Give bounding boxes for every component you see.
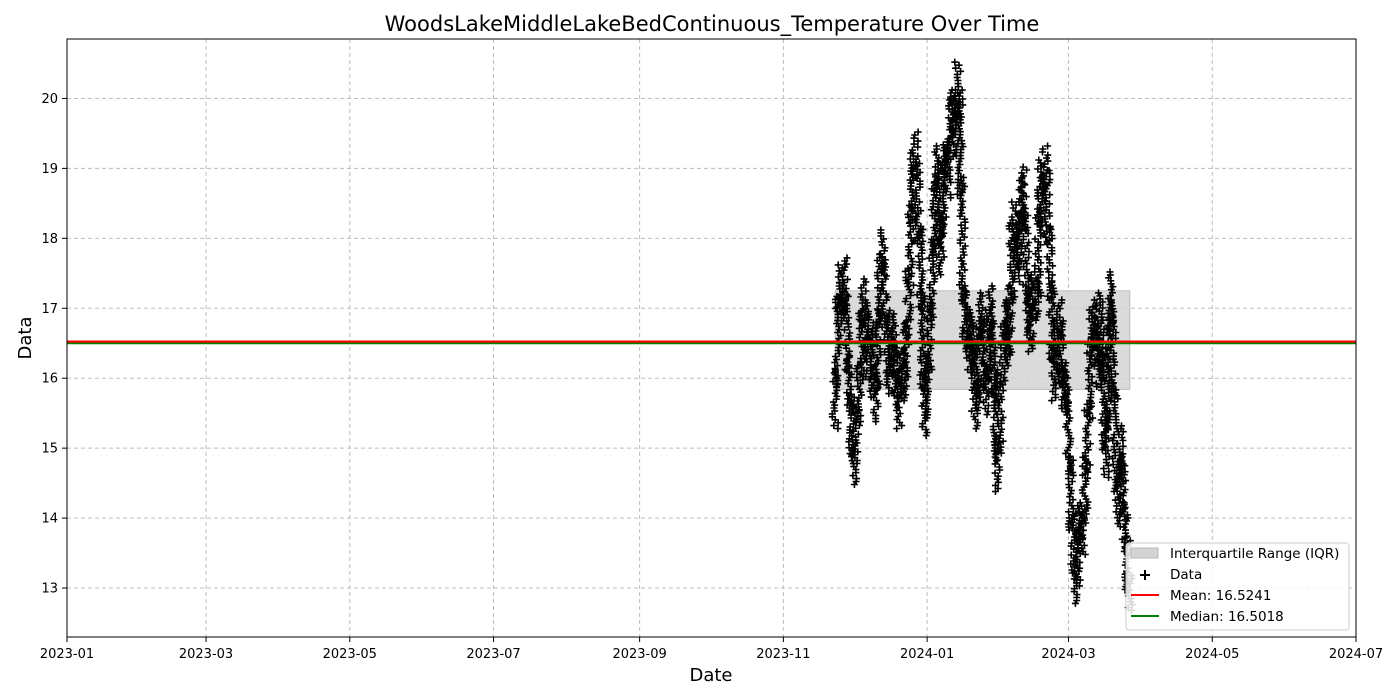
data-point [843,352,856,415]
x-axis: 2023-01 2023-03 2023-05 2023-07 2023-09 2023-… [40,637,1383,662]
legend-data-marker [1140,570,1150,580]
data-point [901,264,915,342]
data-point [925,236,939,324]
y-tick-label: 13 [41,582,58,597]
x-tick-label: 2024-01 [900,647,954,662]
x-tick-label: 2023-01 [40,647,94,662]
x-tick-label: 2023-09 [612,647,666,662]
data-point [1107,296,1120,405]
y-tick-label: 19 [41,162,58,177]
grid-lines [66,39,1357,637]
data-point [913,222,927,314]
data-point [1064,453,1077,534]
y-tick-label: 20 [41,92,58,107]
y-tick-label: 18 [41,232,58,247]
data-point [956,174,969,307]
legend-mean-label: Mean: 16.5241 [1170,588,1271,604]
legend-median-label: Median: 16.5018 [1170,609,1284,625]
y-tick-label: 17 [41,302,58,317]
x-tick-label: 2024-07 [1329,647,1383,662]
legend-box [1125,542,1350,631]
data-point [1017,163,1031,233]
data-point [1019,209,1033,307]
x-axis-label: Date [689,665,732,686]
data-point [942,139,955,202]
data-point [908,128,922,184]
y-tick-label: 16 [41,372,58,387]
data-point [987,317,1000,405]
y-tick-label: 14 [41,512,58,527]
x-tick-label: 2023-05 [323,647,377,662]
y-tick-label: 15 [41,442,58,457]
x-tick-label: 2024-05 [1185,647,1239,662]
data-point [921,352,933,422]
data-point [916,289,929,394]
data-point [911,160,925,247]
data-point [1053,296,1066,342]
legend-data-label: Data [1170,567,1202,583]
data-point [991,432,1004,495]
data-point [953,86,967,198]
data-point [1043,222,1057,303]
y-axis: 13 14 15 16 17 18 19 20 [41,92,67,597]
x-tick-label: 2023-03 [179,647,233,662]
y-axis-label: Data [15,317,36,360]
x-tick-label: 2023-11 [756,647,810,662]
x-tick-label: 2023-07 [466,647,520,662]
data-point [935,209,948,279]
chart-title: WoodsLakeMiddleLakeBedContinuous_Tempera… [385,12,1040,37]
x-tick-label: 2024-03 [1041,647,1095,662]
plot-frame [66,38,1357,638]
legend: Interquartile Range (IQR) Data Mean: 16.… [1125,542,1350,631]
data-points [828,58,1136,614]
legend-iqr-swatch [1130,547,1159,559]
legend-iqr-label: Interquartile Range (IQR) [1170,546,1339,562]
data-point [993,366,1007,457]
data-point [871,306,885,394]
